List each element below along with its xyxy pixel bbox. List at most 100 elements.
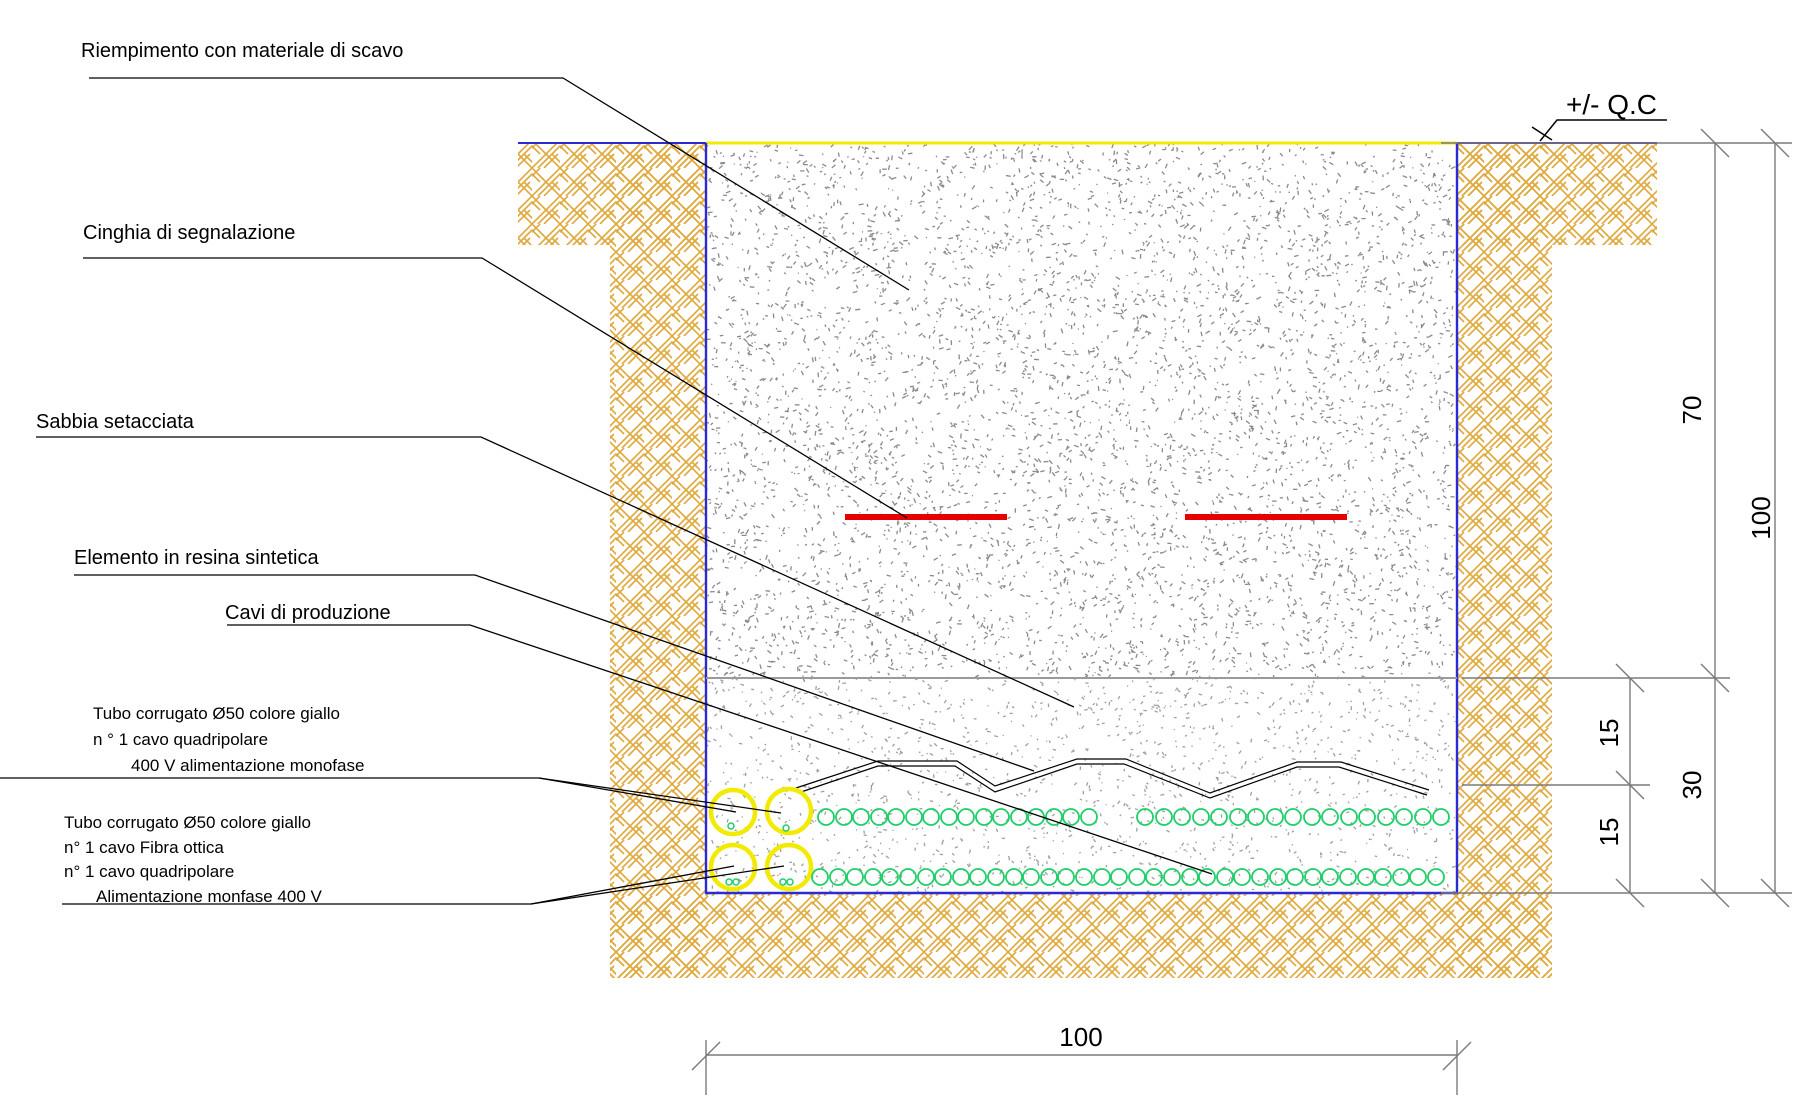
cable-circle xyxy=(1022,868,1040,886)
cable-circle xyxy=(1284,808,1302,826)
cable-circle xyxy=(922,808,940,826)
cable-circle xyxy=(899,868,917,886)
reference-level-label: +/- Q.C xyxy=(1566,89,1657,120)
cable-circle xyxy=(870,808,888,826)
callout-cavi: Cavi di produzione xyxy=(225,602,391,624)
cable-circle xyxy=(811,868,829,886)
callout-tubo2-line4: Alimentazione monfase 400 V xyxy=(96,887,323,906)
cable-circle xyxy=(1427,868,1445,886)
cable-circle xyxy=(1303,808,1321,826)
cable-circle xyxy=(957,808,975,826)
dim-sand-upper: 15 xyxy=(1594,719,1624,748)
leader-elemento xyxy=(74,574,1035,772)
leader-riempimento xyxy=(89,77,910,291)
cable-circle xyxy=(1210,808,1228,826)
cable-circle xyxy=(1269,868,1287,886)
cable-circle xyxy=(1128,868,1146,886)
cable-circle xyxy=(1005,868,1023,886)
callout-tubo1-line2: n ° 1 cavo quadripolare xyxy=(93,730,268,749)
conduit-upper-left xyxy=(708,787,758,837)
callout-elemento: Elemento in resina sintetica xyxy=(74,547,319,569)
cable-circle xyxy=(881,868,899,886)
callout-tubo2-line2: n° 1 cavo Fibra ottica xyxy=(64,838,224,857)
cable-circle xyxy=(1358,808,1376,826)
cable-circle xyxy=(1181,868,1199,886)
callout-sabbia: Sabbia setacciata xyxy=(36,411,195,433)
leader-sabbia xyxy=(36,436,1075,708)
cable-circle xyxy=(1163,868,1181,886)
cable-circle xyxy=(1321,868,1339,886)
dimension-lines xyxy=(691,128,1792,1095)
cable-circle xyxy=(864,868,882,886)
cable-circle xyxy=(1395,808,1413,826)
cable-circle xyxy=(1304,868,1322,886)
callout-tubo2-line1: Tubo corrugato Ø50 colore giallo xyxy=(64,813,311,832)
cable-circle xyxy=(852,808,870,826)
cable-circle xyxy=(1080,808,1098,826)
cable-circle xyxy=(1192,808,1210,826)
cable-circle xyxy=(829,868,847,886)
cable-circle xyxy=(1414,808,1432,826)
conduits xyxy=(708,786,814,892)
cable-circle xyxy=(1040,868,1058,886)
cable-circle xyxy=(1377,808,1395,826)
cable-circle xyxy=(1045,808,1063,826)
cable-circle xyxy=(1321,808,1339,826)
cable-circle xyxy=(1432,808,1450,826)
leader-lines xyxy=(0,77,1213,905)
cable-circle xyxy=(975,808,993,826)
cable-circle xyxy=(1075,868,1093,886)
cable-circle xyxy=(1233,868,1251,886)
cable-circle xyxy=(817,808,835,826)
excavation-fill xyxy=(705,143,1457,683)
reference-level-marker xyxy=(1531,119,1667,142)
cable-circle xyxy=(1145,868,1163,886)
cable-circle xyxy=(1110,868,1128,886)
leader-cinghia xyxy=(83,257,908,519)
cable-circle xyxy=(846,868,864,886)
cable-circle xyxy=(1392,868,1410,886)
dim-depth-sand: 30 xyxy=(1677,771,1707,800)
conduit-inner-cables xyxy=(725,822,794,886)
cable-circle xyxy=(887,808,905,826)
cable-circle xyxy=(1339,868,1357,886)
callout-cinghia: Cinghia di segnalazione xyxy=(83,222,295,244)
dim-sand-lower: 15 xyxy=(1594,818,1624,847)
cable-circle xyxy=(1198,868,1216,886)
synthetic-resin-element xyxy=(795,758,1430,799)
cable-circle xyxy=(992,808,1010,826)
conduit-lower-right xyxy=(764,842,814,892)
sieved-sand xyxy=(705,674,1456,893)
cable-circle xyxy=(1247,808,1265,826)
cable-circle xyxy=(1062,808,1080,826)
cable-circle xyxy=(905,808,923,826)
callout-riempimento: Riempimento con materiale di scavo xyxy=(81,40,403,62)
soil-hatch xyxy=(518,143,1657,978)
cable-circle xyxy=(1266,808,1284,826)
cable-circle xyxy=(969,868,987,886)
cable-circle xyxy=(1216,868,1234,886)
cable-circle xyxy=(1173,808,1191,826)
cable-circle xyxy=(1251,868,1269,886)
cable-circle xyxy=(917,868,935,886)
production-cables-lower-row xyxy=(811,868,1445,886)
callout-tubo2-line3: n° 1 cavo quadripolare xyxy=(64,862,234,881)
leader-cavi xyxy=(227,624,1213,875)
callout-tubo1-line3: 400 V alimentazione monofase xyxy=(131,756,364,775)
dim-depth-total: 100 xyxy=(1746,496,1776,539)
conduit-lower-left xyxy=(708,842,758,892)
cable-circle xyxy=(1093,868,1111,886)
callout-tubo1-line1: Tubo corrugato Ø50 colore giallo xyxy=(93,704,340,723)
cable-circle xyxy=(1357,868,1375,886)
cable-circle xyxy=(934,868,952,886)
cable-circle xyxy=(940,808,958,826)
cable-circle xyxy=(952,868,970,886)
cable-circle xyxy=(1057,868,1075,886)
cable-circle xyxy=(835,808,853,826)
cable-circle xyxy=(1409,868,1427,886)
dim-depth-fill: 70 xyxy=(1677,396,1707,425)
cable-circle xyxy=(987,868,1005,886)
cable-circle xyxy=(1155,808,1173,826)
cable-circle xyxy=(1374,868,1392,886)
